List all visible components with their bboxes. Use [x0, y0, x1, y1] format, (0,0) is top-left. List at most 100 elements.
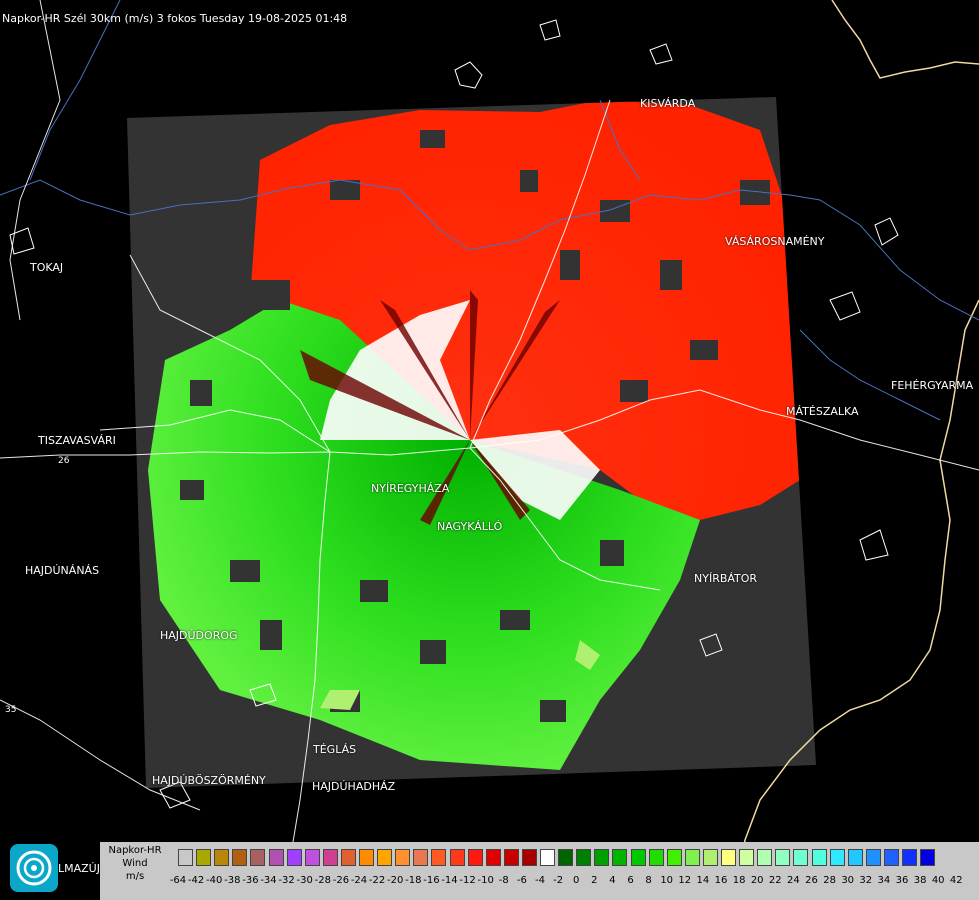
legend-tick-label: 32	[859, 875, 873, 886]
legend-swatch	[811, 849, 827, 866]
legend-swatch	[304, 849, 320, 866]
town-nagykallo: NAGYKÁLLÓ	[437, 520, 503, 533]
legend-swatch	[413, 849, 429, 866]
road-number-35: 35	[5, 705, 16, 715]
legend-tick-label: -38	[224, 875, 241, 886]
legend-tick-label: 20	[750, 875, 764, 886]
legend-tick-label: -26	[332, 875, 350, 886]
legend-tick-label: 40	[931, 875, 945, 886]
legend-swatch	[865, 849, 881, 866]
legend-tick-label: -20	[387, 875, 404, 886]
legend-swatch	[431, 849, 447, 866]
legend-swatch	[793, 849, 809, 866]
provider-logo	[10, 844, 58, 892]
legend-swatch	[268, 849, 284, 866]
legend-tick-label: -2	[553, 875, 564, 886]
legend-tick-label: -22	[368, 875, 386, 886]
legend-tick-label: -10	[477, 875, 494, 886]
legend-swatch	[902, 849, 917, 866]
legend-swatch	[666, 849, 682, 866]
inbound-wind-region	[250, 100, 805, 520]
legend-swatch	[214, 849, 230, 866]
legend-swatch	[630, 849, 646, 866]
legend-tick-label: 22	[768, 875, 782, 886]
wind-legend: Napkor-HR Wind m/s -64 -42 -40 -38 -36 -34 -32…	[100, 842, 979, 900]
legend-swatch	[739, 849, 755, 866]
legend-tick-label: -64	[169, 875, 187, 886]
town-hajduboszormeny: HAJDÚBÖSZÖRMÉNY	[152, 774, 266, 787]
legend-swatch	[467, 849, 483, 866]
strong-wind-streak	[320, 640, 600, 710]
legend-swatch	[558, 849, 574, 866]
legend-tick-label: 18	[732, 875, 746, 886]
town-hajdudorog: HAJDÚDOROG	[160, 629, 238, 642]
legend-swatch	[485, 849, 501, 866]
legend-tick-label: -36	[242, 875, 259, 886]
legend-title: Napkor-HR Wind m/s	[100, 844, 170, 883]
town-tokaj: TOKAJ	[30, 261, 64, 274]
legend-swatch	[359, 849, 374, 866]
legend-swatch	[395, 849, 411, 866]
legend-tick-label: 16	[714, 875, 728, 886]
town-vasarosnameny: VÁSÁROSNAMÉNY	[725, 235, 825, 248]
legend-tick-label: -4	[535, 875, 545, 886]
town-fehergyarmat: FEHÉRGYARMA	[891, 379, 974, 392]
legend-tick-label: 28	[823, 875, 836, 886]
legend-tick-label: -30	[296, 875, 313, 886]
legend-tick-label: -16	[423, 875, 440, 886]
legend-swatch	[576, 849, 592, 866]
legend-tick-label: 6	[627, 875, 634, 886]
outbound-wind-region	[148, 300, 700, 770]
settlement-outlines	[9, 19, 899, 809]
legend-tick-label: 0	[573, 875, 580, 886]
town-teglas: TÉGLÁS	[313, 743, 357, 756]
legend-tick-label: -14	[441, 875, 458, 886]
legend-tick-label: 42	[949, 875, 963, 886]
legend-swatch	[540, 849, 555, 866]
legend-swatch	[196, 849, 212, 866]
road-number-26: 26	[58, 456, 70, 466]
legend-tick-label: -8	[498, 875, 509, 886]
town-nyiregyhaza: NYÍREGYHÁZA	[371, 482, 450, 495]
legend-swatch	[920, 849, 936, 866]
legend-tick-label: 30	[841, 875, 855, 886]
legend-tick-label: -32	[278, 875, 295, 886]
legend-tick-label: 34	[877, 875, 891, 886]
legend-swatch	[286, 849, 302, 866]
legend-swatch	[775, 849, 791, 866]
legend-swatch	[449, 849, 465, 866]
legend-tick-label: 38	[913, 875, 927, 886]
legend-tick-label: 12	[678, 875, 692, 886]
legend-tick-label: -18	[405, 875, 422, 886]
swirl-logo-icon	[16, 850, 52, 886]
legend-source: Napkor-HR	[108, 845, 162, 856]
legend-tick-label: -12	[459, 875, 476, 886]
legend-tick-label: 2	[591, 875, 598, 886]
town-mateszalka: MÁTÉSZALKA	[786, 405, 859, 418]
legend-swatch	[721, 849, 736, 866]
legend-tick-label: 14	[696, 875, 710, 886]
legend-swatch	[322, 849, 338, 866]
legend-tick-label: -28	[314, 875, 331, 886]
legend-swatch	[702, 849, 718, 866]
legend-swatch	[829, 849, 845, 866]
legend-swatch	[757, 849, 773, 866]
river-lines	[0, 0, 979, 421]
legend-swatch	[340, 849, 356, 866]
legend-tick-label: 24	[787, 875, 800, 886]
legend-tick-label: -6	[516, 875, 527, 886]
legend-swatch	[847, 849, 863, 866]
legend-swatch	[612, 849, 628, 866]
legend-swatch	[521, 849, 537, 866]
legend-swatch	[684, 849, 700, 866]
town-hajduhadhaz: HAJDÚHADHÁZ	[312, 780, 396, 793]
town-tiszavasvari: TISZAVASVÁRI	[38, 434, 116, 447]
map-title: Napkor-HR Szél 30km (m/s) 3 fokos Tuesda…	[2, 12, 348, 25]
legend-tick-label: -34	[260, 875, 277, 886]
legend-tick-label: 4	[609, 875, 616, 886]
legend-tick-label: 26	[805, 875, 818, 886]
legend-tick-label: -40	[206, 875, 223, 886]
town-kisvarda: KISVÁRDA	[640, 97, 696, 110]
